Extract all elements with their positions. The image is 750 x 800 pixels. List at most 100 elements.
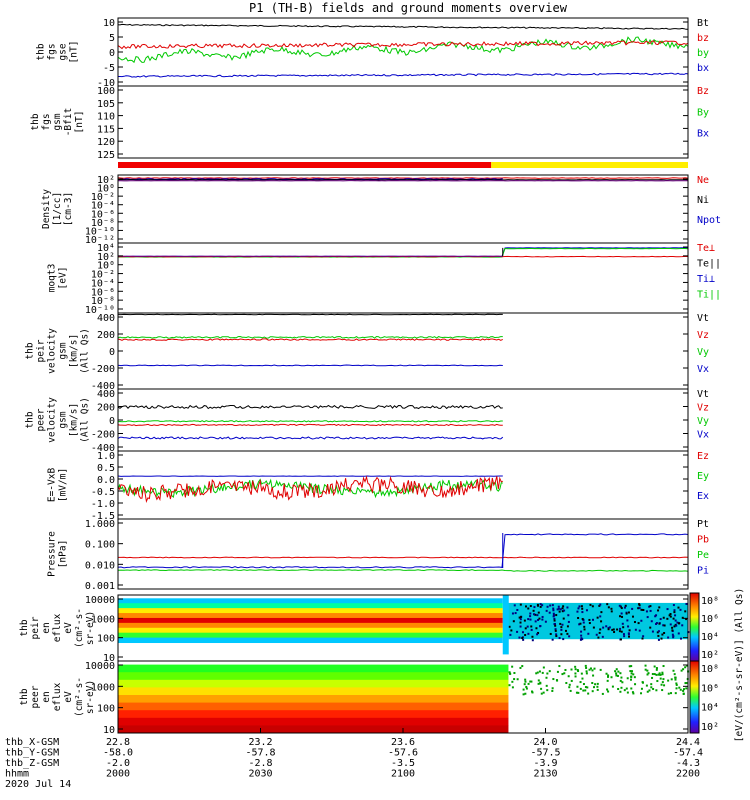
peer-spec-speckle (582, 683, 585, 686)
peir-spec-speckle (672, 617, 675, 620)
colorbar-label: [eV/(cm²-s-sr-eV)] (All Qs) (734, 588, 745, 742)
ytick-label: 10⁴ (97, 243, 115, 254)
peir-spec-speckle (666, 608, 669, 611)
peer-spec-speckle (661, 671, 664, 674)
peir-spec-speckle (659, 618, 662, 621)
peir-spec-speckle (588, 622, 591, 625)
peer-spec-speckle (659, 673, 662, 676)
peir-spec-speckle (532, 613, 535, 616)
peer-spec-speckle (593, 667, 596, 670)
xaxis-value: 2100 (391, 769, 415, 780)
peir-spec-speckle (592, 618, 595, 621)
peer-spec-speckle (647, 672, 650, 675)
peir-spec-speckle (562, 617, 565, 620)
ytick-label: -1.0 (91, 499, 115, 510)
ytick-label: 1.0 (97, 451, 115, 462)
peer-spec-speckle (679, 688, 682, 691)
peer-spec-speckle (682, 688, 685, 691)
peer-spec-speckle (682, 668, 685, 671)
peer-spec-speckle (551, 689, 554, 692)
peer-spec-speckle (674, 678, 677, 681)
peer-spec-speckle (596, 688, 599, 691)
ylabel-peir-spec: thbpeirenefluxeV(cm²-s-sr-eV) (19, 608, 96, 648)
peer-spec-speckle (522, 693, 525, 696)
ytick-label: 10⁰ (97, 184, 115, 195)
peir-spec-speckle (566, 606, 569, 609)
peer-spec-band (118, 679, 509, 688)
peir-spec-speckle (640, 619, 643, 622)
ylabel-line: eflux (52, 613, 63, 642)
ytick-label: 10000 (85, 661, 115, 672)
peir-spec-speckle (607, 626, 610, 629)
peer-vz-series (117, 423, 503, 427)
peir-spec-speckle (618, 604, 621, 607)
peir-spec-speckle (666, 617, 669, 620)
ytick-label: 10⁻¹² (85, 235, 115, 246)
peir-spec-speckle (535, 627, 538, 630)
peer-spec-speckle (539, 682, 542, 685)
peer-spec-speckle (577, 691, 580, 694)
panel-frame-density (117, 174, 689, 244)
peer-spec-speckle (615, 672, 618, 675)
peer-spec-speckle (607, 675, 610, 678)
peer-spec-speckle (640, 687, 643, 690)
peir-spec-speckle (560, 633, 563, 636)
peir-spec-speckle (533, 606, 536, 609)
peir-spec-speckle (531, 635, 534, 638)
peir-spec-speckle (551, 638, 554, 641)
ylabel-pressure: Pressure[nPa] (47, 531, 69, 577)
peer-spec-speckle (582, 689, 585, 692)
peer-spec-speckle (585, 670, 588, 673)
peir-spec-band (118, 608, 503, 614)
peer-spec-speckle (662, 678, 665, 681)
colorbar-tick: 10⁸ (701, 596, 719, 607)
xaxis-row-label: thb_X-GSM (5, 737, 59, 748)
ytick-label: 1000 (91, 682, 115, 693)
peir-spec-speckle (657, 630, 660, 633)
peer-spec-speckle (511, 686, 514, 689)
colorbar-tick: 10² (701, 722, 719, 733)
peer-spec-speckle (508, 671, 511, 674)
peir-spec-speckle (638, 604, 641, 607)
peir-spec-speckle (541, 604, 544, 607)
legend-pressure-Pe: Pe (697, 550, 709, 561)
peer-spec-speckle (670, 692, 673, 695)
peir-spec-speckle (578, 623, 581, 626)
ytick-label: 10² (97, 175, 115, 186)
peer-spec-speckle (653, 673, 656, 676)
peer-spec-speckle (629, 670, 632, 673)
peer-spec-band (118, 725, 509, 734)
peir-spec-speckle (529, 615, 532, 618)
peer-spec-speckle (584, 689, 587, 692)
peer-spec-speckle (575, 691, 578, 694)
peer-spec-speckle (678, 686, 681, 689)
peir-spec-speckle (623, 606, 626, 609)
peer-spec-speckle (574, 668, 577, 671)
peer-spec-speckle (620, 686, 623, 689)
peir-spec-speckle (558, 637, 561, 640)
peir-spec-speckle (672, 635, 675, 638)
legend-fgs-by: by (697, 48, 709, 59)
peir-spec-speckle (598, 631, 601, 634)
legend-fgs-bx: bx (697, 63, 709, 74)
panel-efield: 1.00.50.0-0.5-1.0-1.5 E=-VxB[mV/m] Ez Ey Ex (47, 450, 709, 522)
ylabel-line: thb (30, 113, 41, 130)
peer-spec-speckle (682, 692, 685, 695)
peer-spec-speckle (619, 690, 622, 693)
legend-fgs-Bt: Bt (697, 18, 709, 29)
peer-spec-speckle (568, 686, 571, 689)
peer-spec-speckle (661, 673, 664, 676)
peer-spec-speckle (530, 680, 533, 683)
ytick-label: 10⁻⁸ (91, 218, 115, 229)
peer-spec-speckle (645, 684, 648, 687)
ytick-label: 10000 (85, 595, 115, 606)
peir-spec-speckle (660, 637, 663, 640)
peir-spec-speckle (580, 605, 583, 608)
peir-spec-speckle (642, 608, 645, 611)
peir-spec-band (118, 603, 503, 609)
peer-spec-speckle (685, 687, 688, 690)
peer-spec-speckle (527, 682, 530, 685)
pressure-pi-series (117, 533, 689, 569)
peer-spec-speckle (579, 687, 582, 690)
